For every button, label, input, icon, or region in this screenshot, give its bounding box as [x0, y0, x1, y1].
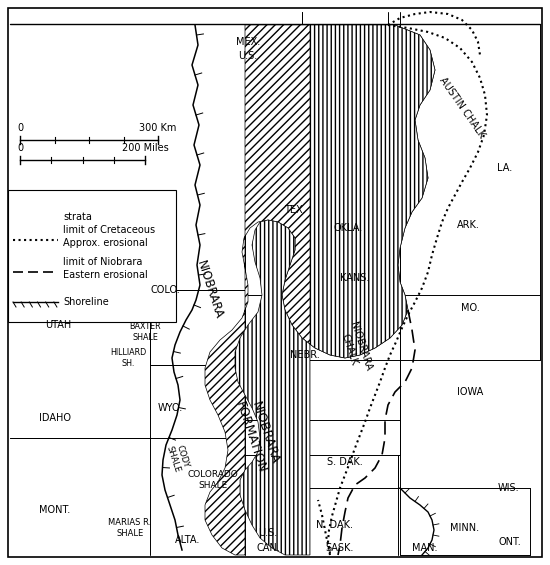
Text: IOWA: IOWA	[457, 387, 483, 397]
Text: SASK.: SASK.	[326, 543, 354, 553]
Text: NEBR.: NEBR.	[290, 350, 320, 360]
Text: Eastern erosional: Eastern erosional	[63, 270, 148, 280]
Text: limit of Cretaceous: limit of Cretaceous	[63, 225, 155, 235]
Text: NIOBRARA: NIOBRARA	[195, 259, 226, 321]
Text: CAN.: CAN.	[256, 543, 280, 553]
Text: BAXTER
SHALE: BAXTER SHALE	[129, 322, 161, 342]
Polygon shape	[205, 25, 435, 555]
Text: 200 Miles: 200 Miles	[122, 143, 168, 153]
Text: U.S.: U.S.	[258, 528, 278, 538]
Text: MARIAS R.
SHALE: MARIAS R. SHALE	[108, 518, 152, 538]
Text: Shoreline: Shoreline	[63, 297, 109, 307]
Text: OKLA.: OKLA.	[333, 223, 362, 233]
Text: N. DAK.: N. DAK.	[316, 520, 354, 530]
Text: strata: strata	[63, 212, 92, 222]
Text: ALTA.: ALTA.	[175, 535, 201, 545]
Text: LA.: LA.	[497, 163, 513, 173]
Text: WYO.: WYO.	[157, 403, 183, 413]
Text: MO.: MO.	[461, 303, 480, 313]
Text: 0: 0	[17, 123, 23, 133]
Text: S. DAK.: S. DAK.	[327, 457, 363, 467]
Text: NIOBRARA
FORMATION: NIOBRARA FORMATION	[233, 395, 283, 475]
Text: Approx. erosional: Approx. erosional	[63, 238, 148, 248]
Text: ARK.: ARK.	[456, 220, 480, 230]
Text: COLORADO
SHALE: COLORADO SHALE	[188, 470, 238, 490]
Text: CODY
SHALE: CODY SHALE	[164, 442, 191, 474]
Text: AUSTIN CHALK: AUSTIN CHALK	[437, 76, 487, 140]
Text: ONT.: ONT.	[499, 537, 521, 547]
Polygon shape	[235, 25, 435, 555]
Text: 300 Km: 300 Km	[139, 123, 177, 133]
Text: IDAHO: IDAHO	[39, 413, 71, 423]
Bar	[8, 190, 176, 322]
Text: COLO.: COLO.	[150, 285, 180, 295]
Text: NIOBRARA
CHALK: NIOBRARA CHALK	[337, 320, 373, 376]
Text: WIS.: WIS.	[497, 483, 519, 493]
Text: U.S.: U.S.	[238, 51, 257, 61]
Text: UTAH: UTAH	[45, 320, 71, 330]
Text: HILLIARD
SH.: HILLIARD SH.	[110, 348, 146, 368]
Text: TEX.: TEX.	[284, 205, 306, 215]
Text: MAN.: MAN.	[412, 543, 438, 553]
Text: MANCOS SHALE: MANCOS SHALE	[75, 215, 115, 281]
Text: limit of Niobrara: limit of Niobrara	[63, 257, 142, 267]
Text: KANS.: KANS.	[340, 273, 370, 283]
Text: MEX.: MEX.	[236, 37, 260, 47]
Text: MONT.: MONT.	[40, 505, 70, 515]
Text: 0: 0	[17, 143, 23, 153]
Text: MINN.: MINN.	[450, 523, 480, 533]
